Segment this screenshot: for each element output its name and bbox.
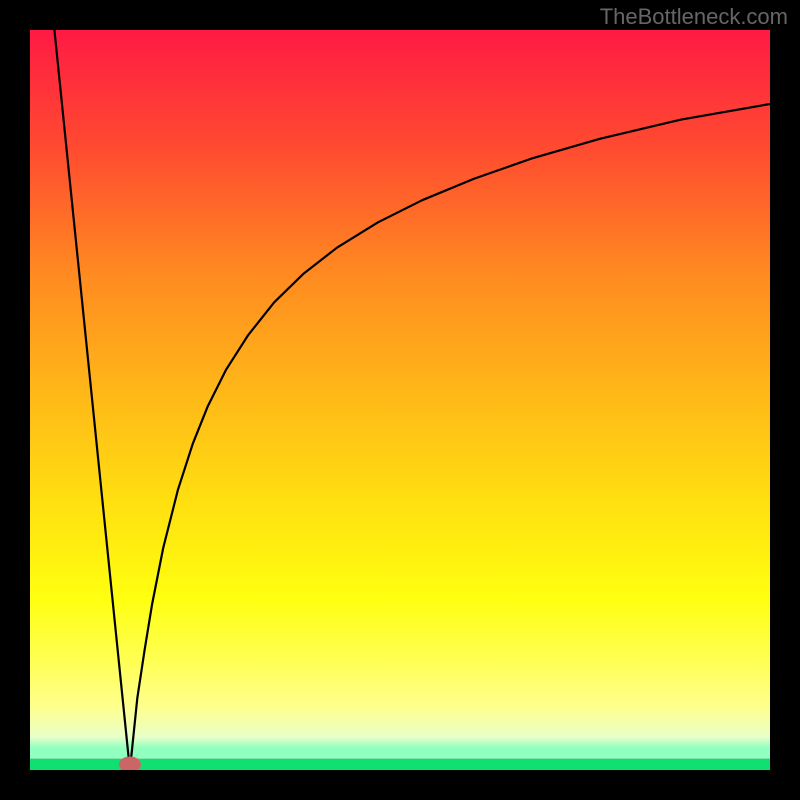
chart-bottom-band bbox=[30, 759, 770, 770]
bottleneck-chart bbox=[30, 30, 770, 770]
watermark-text: TheBottleneck.com bbox=[600, 4, 788, 30]
chart-gradient-background bbox=[30, 30, 770, 759]
chart-container: TheBottleneck.com bbox=[0, 0, 800, 800]
